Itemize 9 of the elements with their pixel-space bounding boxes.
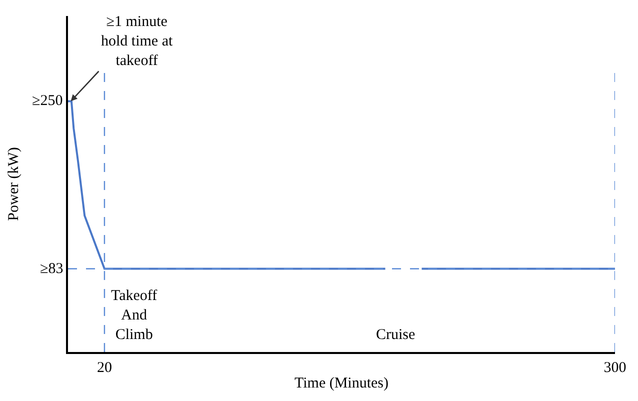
annotation: Cruise <box>376 327 416 343</box>
x-tick-label: 20 <box>96 360 112 376</box>
x-tick-label: 300 <box>604 360 626 376</box>
annotation: ≥250 <box>32 93 63 109</box>
x-axis-title: Time (Minutes) <box>294 376 389 392</box>
ref-line-label: ≥83 <box>40 261 64 277</box>
y-axis-title: Power (kW) <box>6 147 22 221</box>
annotation: Takeoff And Climb <box>111 288 158 343</box>
annotation: ≥1 minute hold time at takeoff <box>101 14 174 69</box>
